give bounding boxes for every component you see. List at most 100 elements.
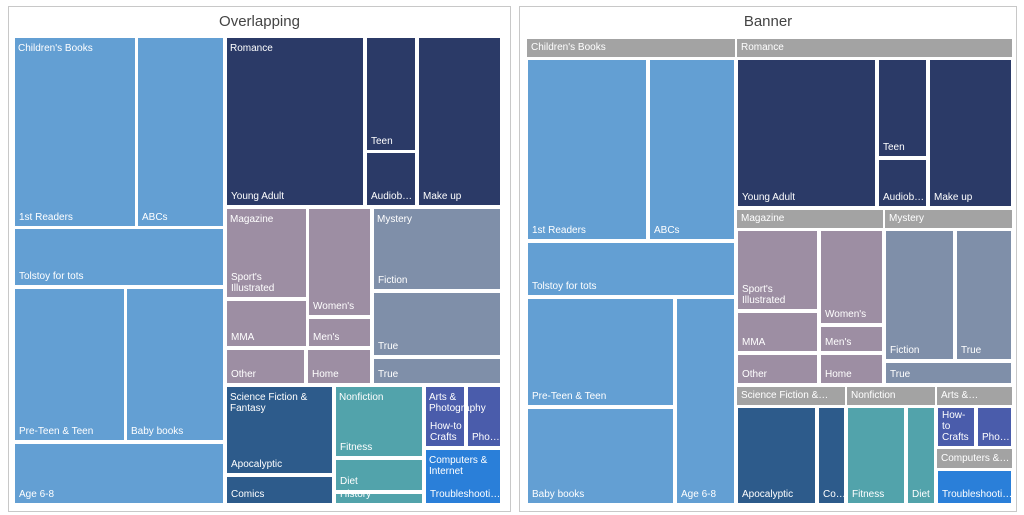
tile-label: Apocalyptic — [231, 459, 283, 470]
group-label: Computers & Internet — [429, 455, 488, 477]
treemap-tile: Pre-Teen & Teen — [527, 298, 674, 406]
group-banner: Romance — [737, 39, 1012, 57]
tile-label: Troubleshooti… — [942, 489, 1013, 500]
treemap-tile: True — [956, 230, 1012, 360]
treemap-tile: How-to Crafts — [937, 407, 975, 447]
treemap-tile: Apocalyptic — [226, 386, 333, 474]
tile-label: 1st Readers — [19, 212, 73, 223]
treemap-tile: Co… — [818, 407, 846, 504]
tile-label: Diet — [340, 476, 358, 487]
tile-label: Pho… — [982, 432, 1010, 443]
treemap-tile: Pho… — [467, 386, 501, 447]
treemap-tile: Tolstoy for tots — [527, 242, 735, 296]
treemap-tile: Tolstoy for tots — [14, 228, 224, 286]
treemap-tile: Teen — [878, 59, 927, 157]
treemap-tile: True — [885, 362, 1012, 384]
tile-label: True — [378, 341, 399, 352]
treemap-tile: True — [373, 358, 501, 384]
tile-label: Troubleshooti… — [430, 489, 501, 500]
treemap-tile: Sport's Illustrated — [226, 208, 307, 298]
treemap-tile: ABCs — [649, 59, 735, 240]
tile-label: History — [340, 489, 372, 500]
treemap-tile: Audiob… — [366, 152, 416, 206]
panel-title: Overlapping — [219, 13, 300, 30]
tile-label: Sport's Illustrated — [231, 272, 275, 294]
treemap-tile: Teen — [366, 37, 416, 151]
panel-title: Banner — [743, 13, 793, 30]
tile-label: ABCs — [654, 225, 680, 236]
group-banner: Computers &… — [937, 449, 1012, 468]
tile-label: How-to Crafts — [430, 421, 462, 443]
treemap-tile: True — [373, 292, 501, 356]
treemap-tile: How-to Crafts — [425, 386, 465, 447]
treemap-tile: Men's — [820, 326, 883, 352]
treemap-tile: Apocalyptic — [737, 407, 816, 504]
tile-label: Baby books — [131, 426, 184, 437]
treemap-tile: Troubleshooti… — [425, 449, 501, 504]
panel-frame — [519, 6, 1017, 512]
group-banner: Science Fiction &… — [737, 387, 845, 405]
treemap-tile: Young Adult — [226, 37, 364, 206]
tile-label: Other — [742, 369, 768, 380]
tile-label: Young Adult — [231, 191, 285, 202]
tile-label: Teen — [883, 142, 905, 153]
tile-label: True — [961, 345, 982, 356]
tile-label: Age 6-8 — [19, 489, 55, 500]
tile-label: Fitness — [340, 442, 373, 453]
treemap-tile: Baby books — [527, 408, 674, 504]
treemap-tile: Other — [226, 349, 305, 384]
tile-label: Pho… — [472, 432, 500, 443]
group-label: Science Fiction & Fantasy — [230, 392, 308, 414]
tile-label: Make up — [423, 191, 462, 202]
tile-label: Comics — [231, 489, 265, 500]
tile-label: 1st Readers — [532, 225, 586, 236]
group-banner: Magazine — [737, 210, 883, 228]
tile-label: Young Adult — [742, 192, 796, 203]
tile-label: Sport's Illustrated — [742, 284, 786, 306]
group-label: Arts & Photography — [429, 392, 486, 414]
treemap-tile: Comics — [226, 476, 333, 504]
tile-label: Women's — [825, 309, 867, 320]
treemap-tile: Sport's Illustrated — [737, 230, 818, 310]
treemap-tile: Fiction — [373, 208, 501, 290]
tile-label: Men's — [313, 332, 340, 343]
treemap-tile: Young Adult — [737, 59, 876, 207]
treemap-tile: Age 6-8 — [14, 443, 224, 504]
treemap-tile: MMA — [737, 312, 818, 352]
treemap-tile: MMA — [226, 300, 307, 347]
tile-label: MMA — [231, 332, 255, 343]
treemap-tile: Men's — [308, 318, 371, 347]
tile-label: Men's — [825, 337, 852, 348]
tile-label: Home — [312, 369, 339, 380]
tile-label: Home — [825, 369, 852, 380]
tile-label: ABCs — [142, 212, 168, 223]
tile-label: Co… — [823, 489, 846, 500]
group-label: Children's Books — [18, 43, 93, 54]
tile-label: Audiob… — [883, 192, 925, 203]
group-label: Nonfiction — [339, 392, 384, 403]
group-banner: Nonfiction — [847, 387, 935, 405]
treemap-tile: Troubleshooti… — [937, 470, 1012, 504]
treemap-tile: Baby books — [126, 288, 224, 441]
treemap-tile: Make up — [418, 37, 501, 206]
tile-label: Pre-Teen & Teen — [19, 426, 94, 437]
tile-label: How-to Crafts — [942, 410, 969, 443]
treemap-tile: ABCs — [137, 37, 224, 227]
group-banner: Arts &… — [937, 387, 1012, 405]
tile-label: Fiction — [890, 345, 920, 356]
tile-label: Fitness — [852, 489, 885, 500]
tile-label: True — [378, 369, 399, 380]
treemap-tile: Fitness — [335, 386, 423, 457]
treemap-tile: Other — [737, 354, 818, 384]
treemap-tile: Fiction — [885, 230, 954, 360]
treemap-tile: Pho… — [977, 407, 1012, 447]
tile-label: Pre-Teen & Teen — [532, 391, 607, 402]
group-banner: Mystery — [885, 210, 1012, 228]
treemap-tile: Diet — [907, 407, 935, 504]
tile-label: MMA — [742, 337, 766, 348]
tile-label: Women's — [313, 301, 355, 312]
treemap-tile: Home — [307, 349, 371, 384]
treemap-tile: Make up — [929, 59, 1012, 207]
tile-label: Audiob… — [371, 191, 413, 202]
tile-label: Tolstoy for tots — [19, 271, 84, 282]
